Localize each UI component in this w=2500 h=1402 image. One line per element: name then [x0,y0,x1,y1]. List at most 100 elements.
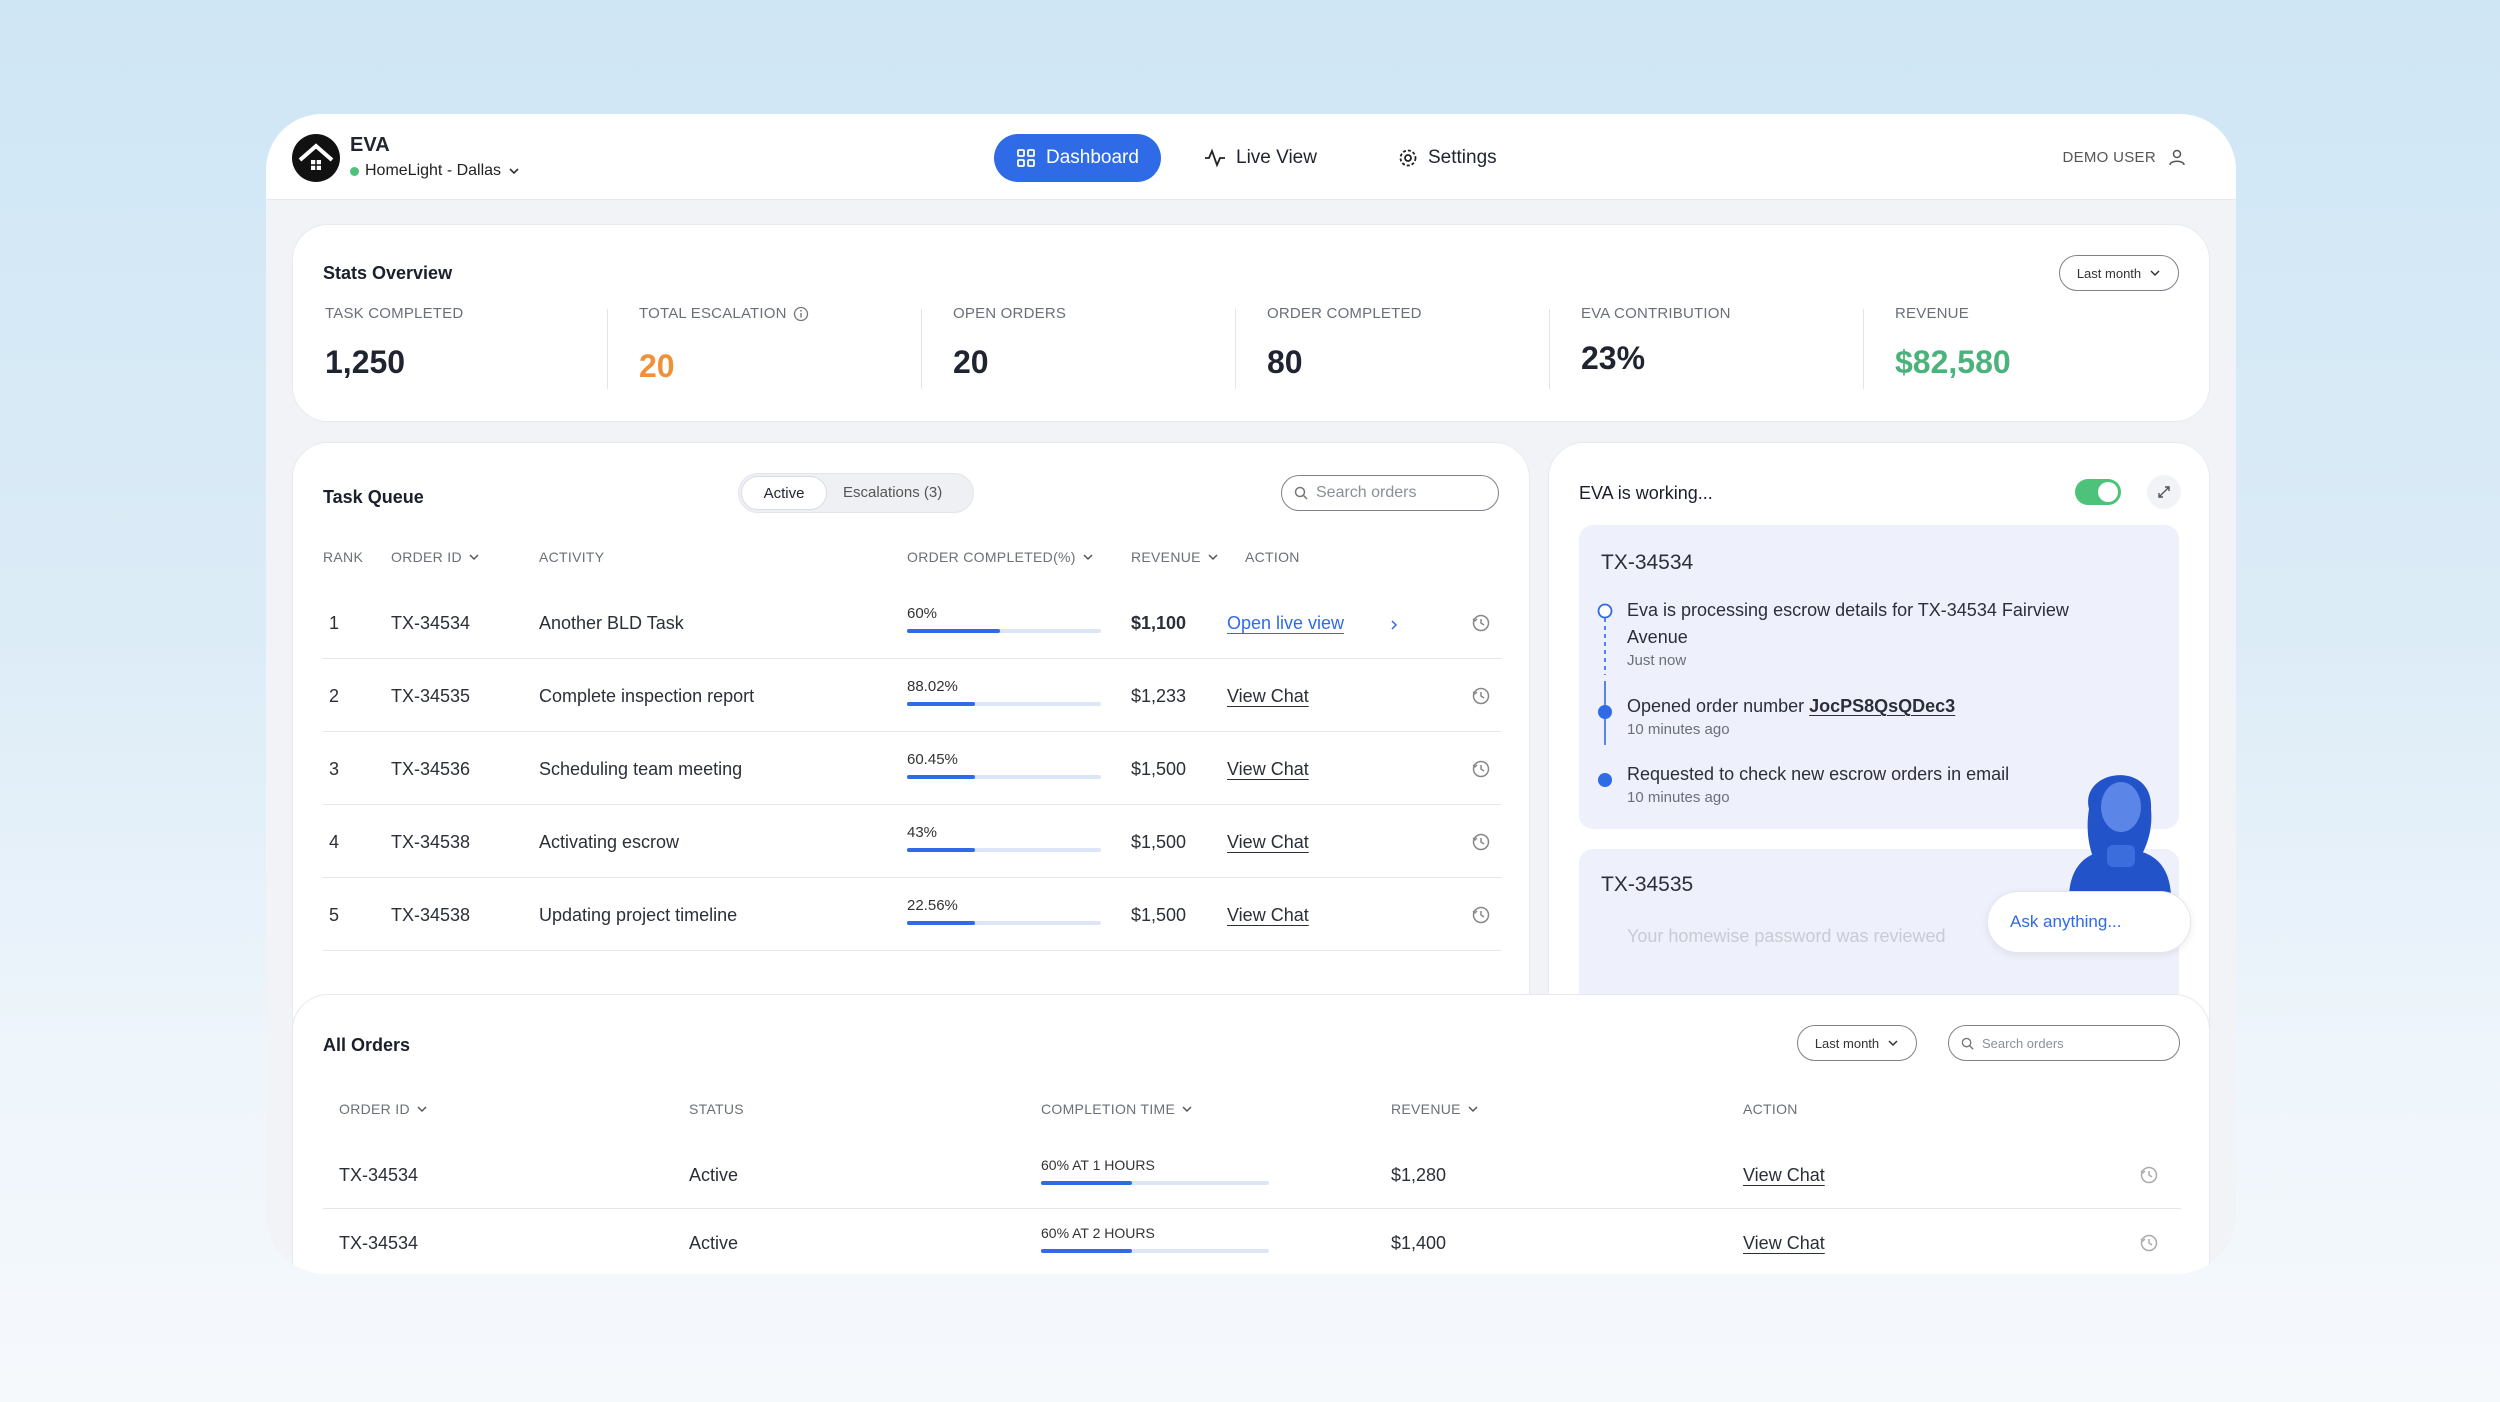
column-order-completed[interactable]: ORDER COMPLETED(%) [907,549,1094,565]
orders-period-select[interactable]: Last month [1797,1025,1917,1061]
revenue-cell: $1,500 [1131,832,1187,852]
stat-total-escalation: TOTAL ESCALATION 20 [639,305,809,387]
orders-period-label: Last month [1814,1035,1880,1051]
user-name: DEMO USER [2062,148,2156,166]
stat-label: TASK COMPLETED [325,305,464,322]
rank-cell: 3 [329,759,340,779]
divider [1235,309,1236,389]
chevron-down-icon [509,168,519,175]
stats-overview-card: Stats Overview Last month TASK COMPLETED… [292,224,2210,422]
ask-anything-input[interactable]: Ask anything... [1987,891,2191,953]
chevron-down-icon [2150,270,2160,277]
open-live-view-link[interactable]: Open live view [1227,613,1345,633]
stats-period-select[interactable]: Last month [2059,255,2179,291]
history-icon[interactable] [1471,613,1491,633]
history-icon[interactable] [1471,832,1491,852]
table-row[interactable]: 3 TX-34536 Scheduling team meeting 60.45% $1… [323,733,1501,805]
stat-label: OPEN ORDERS [953,305,1067,322]
activity-icon [1205,148,1225,168]
task-queue-title: Task Queue [323,487,424,507]
view-chat-link[interactable]: View Chat [1227,686,1309,706]
history-icon[interactable] [1471,905,1491,925]
location-label: HomeLight - Dallas [365,162,502,179]
order-id-cell: TX-34538 [391,832,471,852]
top-bar: EVA HomeLight - Dallas Dashboard Live Vi… [266,114,2236,200]
table-row[interactable]: 5 TX-34538 Updating project timeline 22.56%… [323,879,1501,951]
activity-cell: Updating project timeline [539,905,738,925]
eva-toggle[interactable] [2075,479,2121,505]
view-chat-link[interactable]: View Chat [1743,1233,1825,1253]
stat-value: 80 [1267,344,1303,380]
stat-eva-contribution: EVA CONTRIBUTION 23% [1581,305,1731,387]
completion-time-label: 60% AT 2 HOURS [1041,1225,1155,1241]
progress-bar [907,848,1101,852]
order-id-cell: TX-34536 [391,759,471,779]
order-id-cell: TX-34534 [339,1233,419,1253]
progress-bar [1041,1249,1269,1253]
table-row[interactable]: 4 TX-34538 Activating escrow 43% $1,500 View … [323,806,1501,878]
progress-label: 60% [907,605,938,622]
info-icon[interactable] [793,306,809,322]
rank-cell: 4 [329,832,340,852]
tab-escalations[interactable]: Escalations (3) [843,484,943,501]
history-icon[interactable] [1471,759,1491,779]
search-icon [1294,486,1308,500]
completion-time-label: 60% AT 1 HOURS [1041,1157,1155,1173]
stat-value: 1,250 [325,344,406,380]
divider [607,309,608,389]
stat-value: $82,580 [1895,344,2011,380]
chevron-right-icon [1391,620,1398,630]
nav-settings[interactable]: Settings [1376,134,1519,182]
activity-cell: Complete inspection report [539,686,755,706]
progress-bar [907,702,1101,706]
chevron-down-icon [417,1106,427,1113]
task-search-input[interactable]: Search orders [1281,475,1499,511]
user-menu[interactable]: DEMO USER [2062,148,2186,166]
activity-cell: Scheduling team meeting [539,759,743,779]
column-order-id[interactable]: ORDER ID [339,1101,428,1117]
revenue-cell: $1,500 [1131,905,1187,925]
column-completion-time[interactable]: COMPLETION TIME [1041,1101,1193,1117]
table-row[interactable]: TX-34534 Active 60% AT 1 HOURS $1,280 View C… [323,1141,2181,1209]
tab-active[interactable]: Active [741,476,827,510]
location-selector[interactable]: HomeLight - Dallas [350,162,521,180]
rank-cell: 1 [329,613,340,633]
nav-live-view-label: Live View [1236,147,1317,168]
eva-logo [292,134,340,182]
progress-label: 22.56% [907,897,958,914]
revenue-cell: $1,400 [1391,1233,1447,1253]
revenue-cell: $1,280 [1391,1165,1447,1185]
history-icon[interactable] [2139,1165,2159,1185]
chevron-down-icon [1468,1106,1478,1113]
history-icon[interactable] [2139,1233,2159,1253]
gear-icon [1399,149,1417,167]
column-order-id[interactable]: ORDER ID [391,549,480,565]
column-revenue[interactable]: REVENUE [1131,549,1219,565]
user-icon [2169,149,2185,166]
orders-search-input[interactable]: Search orders [1948,1025,2180,1061]
divider [1863,309,1864,389]
stat-label: ORDER COMPLETED [1267,305,1422,322]
view-chat-link[interactable]: View Chat [1227,832,1309,852]
order-number-link[interactable]: JocPS8QsQDec3 [1809,696,1956,716]
nav-live-view[interactable]: Live View [1182,134,1339,182]
stat-open-orders: OPEN ORDERS 20 [953,305,1066,387]
table-row[interactable]: 2 TX-34535 Complete inspection report 88.02… [323,660,1501,732]
column-revenue[interactable]: REVENUE [1391,1101,1479,1117]
expand-icon [2158,486,2170,498]
expand-button[interactable] [2147,475,2181,509]
timeline-event: Opened order number JocPS8QsQDec3 10 min… [1627,696,1956,738]
view-chat-link[interactable]: View Chat [1227,759,1309,779]
view-chat-link[interactable]: View Chat [1743,1165,1825,1185]
stat-value: 23% [1581,340,1646,376]
nav-dashboard[interactable]: Dashboard [994,134,1161,182]
table-row[interactable]: TX-34534 Active 60% AT 2 HOURS $1,400 View C… [323,1209,2181,1274]
view-chat-link[interactable]: View Chat [1227,905,1309,925]
rank-cell: 2 [329,686,340,706]
all-orders-title: All Orders [323,1035,411,1055]
stat-label: EVA CONTRIBUTION [1581,305,1731,322]
history-icon[interactable] [1471,686,1491,706]
progress-label: 60.45% [907,751,958,768]
divider [921,309,922,389]
table-row[interactable]: 1 TX-34534 Another BLD Task 60% $1,100 Open l… [323,587,1501,659]
